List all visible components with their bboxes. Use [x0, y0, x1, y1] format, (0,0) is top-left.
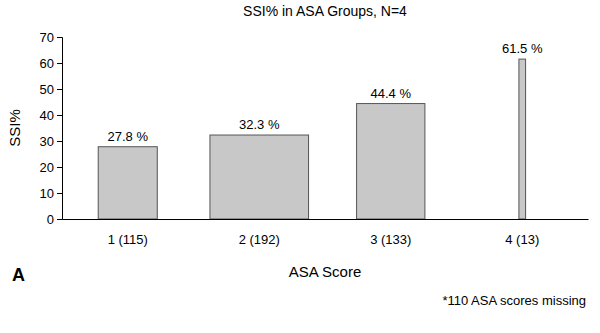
y-tick-mark: [57, 115, 62, 116]
data-label: 44.4 %: [371, 86, 412, 101]
y-tick-label: 0: [47, 212, 54, 227]
y-tick-label: 20: [40, 160, 54, 175]
y-tick: 10: [40, 186, 62, 201]
bars: [98, 59, 525, 219]
y-tick-mark: [57, 63, 62, 64]
data-labels: 27.8 % 32.3 % 44.4 % 61.5 %: [108, 41, 543, 144]
y-axis: 0 10 20 30 40 50 60 70: [40, 30, 63, 227]
x-tick-label: 3 (133): [370, 232, 411, 247]
y-tick-mark: [57, 193, 62, 194]
data-label: 61.5 %: [502, 41, 543, 56]
data-label: 27.8 %: [108, 129, 149, 144]
x-tick: 4 (13): [505, 219, 539, 247]
bar: [98, 147, 157, 219]
y-tick-mark: [57, 141, 62, 142]
y-tick: 50: [40, 82, 62, 97]
y-tick: 70: [40, 30, 62, 45]
y-tick-label: 60: [40, 56, 54, 71]
y-tick: 0: [47, 212, 62, 227]
y-tick: 30: [40, 134, 62, 149]
data-label: 32.3 %: [239, 117, 280, 132]
chart: 0 10 20 30 40 50 60 70 1 (115) 2 (192) 3 (133) 4 (1…: [0, 0, 600, 333]
x-tick-label: 4 (13): [505, 232, 539, 247]
x-tick-label: 2 (192): [239, 232, 280, 247]
bar: [357, 104, 425, 219]
y-tick-label: 10: [40, 186, 54, 201]
x-axis-title: ASA Score: [289, 263, 362, 280]
x-tick: 2 (192): [239, 219, 280, 247]
y-tick-label: 50: [40, 82, 54, 97]
panel-label: A: [12, 265, 25, 285]
bar: [519, 59, 526, 219]
y-tick-label: 30: [40, 134, 54, 149]
y-tick-mark: [57, 219, 62, 220]
y-tick-mark: [57, 89, 62, 90]
x-axis-line: [63, 219, 589, 220]
y-tick-mark: [57, 37, 62, 38]
plot: 0 10 20 30 40 50 60 70 1 (115) 2 (192) 3 (133) 4 (1…: [40, 30, 589, 248]
y-tick: 20: [40, 160, 62, 175]
x-tick-label: 1 (115): [108, 232, 148, 247]
x-tick: 3 (133): [370, 219, 411, 247]
x-axis: 1 (115) 2 (192) 3 (133) 4 (13): [63, 219, 589, 247]
y-axis-title: SSI%: [6, 109, 23, 147]
x-tick: 1 (115): [108, 219, 148, 247]
y-tick: 40: [40, 108, 62, 123]
bar: [210, 135, 309, 219]
y-axis-line: [57, 38, 63, 220]
title: SSI% in ASA Groups, N=4: [243, 3, 407, 19]
y-tick-mark: [57, 167, 62, 168]
y-tick: 60: [40, 56, 62, 71]
footnote: *110 ASA scores missing: [442, 293, 586, 308]
y-tick-label: 70: [40, 30, 54, 45]
y-tick-label: 40: [40, 108, 54, 123]
